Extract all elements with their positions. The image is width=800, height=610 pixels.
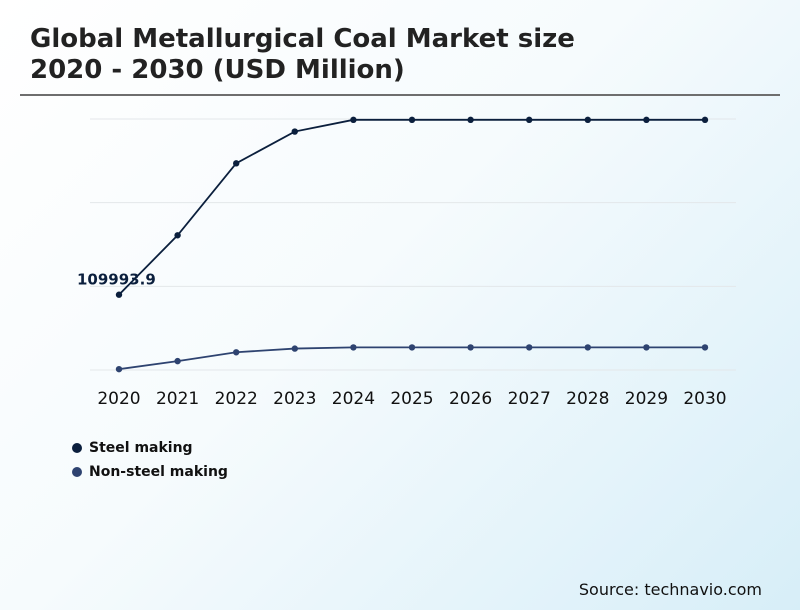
x-tick-label: 2028 bbox=[566, 389, 609, 409]
data-point-non-steel-making bbox=[408, 344, 416, 351]
legend-item-non-steel-making[interactable]: Non-steel making bbox=[72, 460, 228, 484]
data-point-steel-making bbox=[701, 116, 709, 124]
data-point-non-steel-making bbox=[291, 345, 298, 352]
legend: Steel making Non-steel making bbox=[72, 436, 228, 484]
title-divider bbox=[20, 94, 780, 96]
series-line-non-steel-making bbox=[118, 346, 705, 371]
data-point-non-steel-making bbox=[233, 349, 240, 356]
legend-marker-steel-making bbox=[72, 443, 82, 453]
chart-title: Global Metallurgical Coal Market size 20… bbox=[30, 24, 575, 86]
data-point-steel-making bbox=[291, 128, 298, 135]
data-point-steel-making bbox=[467, 116, 474, 124]
data-point-steel-making bbox=[526, 116, 533, 124]
x-tick-label: 2024 bbox=[332, 389, 375, 409]
data-point-non-steel-making bbox=[467, 344, 474, 351]
data-point-non-steel-making bbox=[643, 344, 650, 351]
data-point-steel-making bbox=[408, 116, 416, 124]
x-tick-label: 2022 bbox=[215, 389, 258, 409]
x-tick-label: 2029 bbox=[625, 389, 668, 409]
legend-label-steel-making: Steel making bbox=[89, 440, 193, 456]
line-chart: 2020 2021 2022 2023 2024 2025 2026 2027 2028 2029… bbox=[77, 116, 736, 409]
data-point-steel-making bbox=[643, 116, 650, 124]
data-point-steel-making bbox=[115, 291, 123, 298]
x-tick-label: 2030 bbox=[683, 389, 726, 409]
chart-title-line-1: Global Metallurgical Coal Market size bbox=[30, 24, 575, 54]
data-point-steel-making bbox=[174, 232, 181, 239]
data-point-non-steel-making bbox=[584, 344, 591, 351]
legend-item-steel-making[interactable]: Steel making bbox=[72, 436, 228, 460]
x-tick-label: 2023 bbox=[273, 389, 316, 409]
source-note: Source: technavio.com bbox=[578, 580, 762, 599]
chart-title-line-2: 2020 - 2030 (USD Million) bbox=[30, 55, 405, 85]
data-point-non-steel-making bbox=[526, 344, 533, 351]
x-tick-label: 2020 bbox=[97, 389, 140, 409]
data-point-non-steel-making bbox=[701, 344, 709, 351]
x-tick-label: 2026 bbox=[449, 389, 492, 409]
data-point-steel-making bbox=[233, 160, 240, 167]
legend-marker-non-steel-making bbox=[72, 467, 82, 477]
legend-label-non-steel-making: Non-steel making bbox=[89, 464, 228, 480]
x-tick-label: 2027 bbox=[508, 389, 551, 409]
series-line-steel-making bbox=[118, 118, 705, 296]
data-point-steel-making bbox=[350, 116, 357, 124]
data-point-non-steel-making bbox=[115, 365, 123, 373]
data-point-non-steel-making bbox=[350, 344, 357, 351]
data-point-non-steel-making bbox=[174, 357, 181, 365]
x-tick-label: 2021 bbox=[156, 389, 199, 409]
data-label: 109993.9 bbox=[77, 271, 156, 289]
data-point-steel-making bbox=[584, 116, 591, 124]
x-tick-label: 2025 bbox=[390, 389, 433, 409]
